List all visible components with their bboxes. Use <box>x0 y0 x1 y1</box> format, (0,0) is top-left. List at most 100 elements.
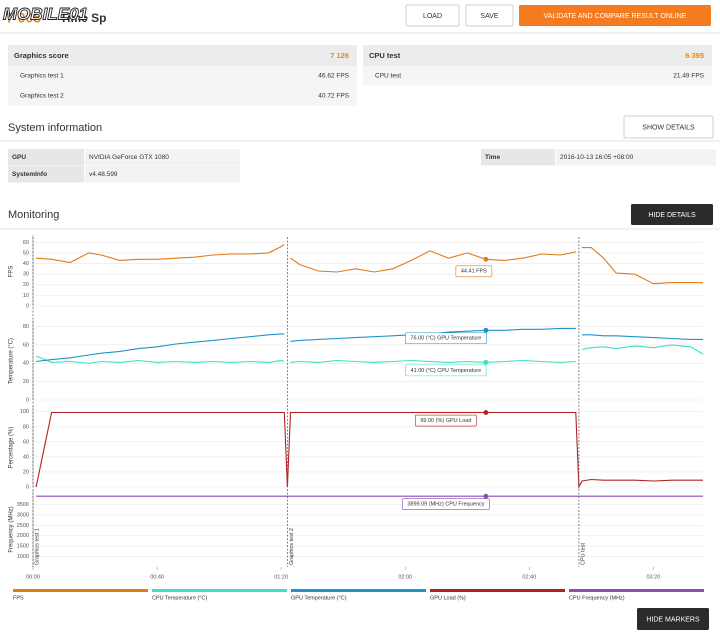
info-label: GPU <box>12 154 26 161</box>
header-score: 7 005 <box>6 10 41 26</box>
y-axis-label: FPS <box>9 266 15 278</box>
x-tick-label: 00:00 <box>26 574 40 580</box>
y-tick-label: 3500 <box>17 502 29 508</box>
button[interactable] <box>519 5 711 26</box>
y-tick-label: 20 <box>23 469 29 475</box>
button-label[interactable]: SAVE <box>480 13 498 20</box>
info-value: v4.48.599 <box>89 171 118 178</box>
button[interactable] <box>637 608 709 630</box>
series-line <box>35 411 703 490</box>
button-label[interactable]: VALIDATE AND COMPARE RESULT ONLINE <box>544 13 687 20</box>
x-tick-label: 02:00 <box>398 574 412 580</box>
button[interactable] <box>405 4 460 27</box>
test-label: Graphics test 2 <box>20 93 64 100</box>
tooltip-box <box>455 265 493 278</box>
info-value-cell <box>85 166 240 183</box>
info-label-cell <box>8 166 84 183</box>
info-label-cell <box>8 149 84 166</box>
series-line <box>35 344 704 364</box>
legend-swatch <box>13 589 148 592</box>
info-value: NVIDIA GeForce GTX 1080 <box>89 154 169 161</box>
button[interactable] <box>623 115 714 139</box>
score-label: Graphics score <box>14 51 69 60</box>
tooltip-text: 41.00 (°C) CPU Temperature <box>411 368 482 374</box>
tooltip-text: 99.00 (%) GPU Load <box>420 418 471 424</box>
button[interactable] <box>631 204 713 225</box>
button-label[interactable]: HIDE DETAILS <box>648 212 696 219</box>
legend-swatch <box>291 589 426 592</box>
legend-swatch <box>152 589 287 592</box>
series-line <box>36 243 703 285</box>
test-value: 40.72 FPS <box>318 93 349 100</box>
button-label[interactable]: LOAD <box>423 13 442 20</box>
score-header <box>363 45 712 66</box>
y-axis-label: Frequency (MHz) <box>9 506 15 552</box>
y-axis-label: Temperature (°C) <box>9 338 15 384</box>
test-label: CPU test <box>375 73 401 80</box>
info-label-cell <box>481 149 555 166</box>
y-tick-label: 60 <box>23 342 29 348</box>
y-tick-label: 40 <box>23 361 29 367</box>
section-title: System information <box>8 122 102 134</box>
score-value: 7 126 <box>330 51 349 60</box>
tooltip-text: 76.00 (°C) GPU Temperature <box>410 336 481 342</box>
legend-label: CPU Temperature (°C) <box>152 595 207 601</box>
legend-swatch <box>430 589 565 592</box>
legend-label: FPS <box>13 595 24 601</box>
legend-label: CPU Frequency (MHz) <box>569 595 625 601</box>
info-label: Time <box>485 154 500 161</box>
y-tick-label: 80 <box>23 424 29 430</box>
y-tick-label: 100 <box>20 409 29 415</box>
x-tick-label: 03:20 <box>646 574 660 580</box>
test-row <box>8 86 357 106</box>
info-label: SystemInfo <box>12 171 47 178</box>
y-tick-label: 0 <box>26 303 29 309</box>
y-tick-label: 20 <box>23 282 29 288</box>
marker-label: Graphics test 2 <box>289 528 295 565</box>
y-tick-label: 80 <box>23 324 29 330</box>
hover-dot <box>483 493 489 499</box>
hover-dot <box>483 359 489 365</box>
info-value-cell <box>85 149 240 166</box>
y-axis-label: Percentage (%) <box>9 427 15 469</box>
y-tick-label: 1000 <box>17 554 29 560</box>
y-tick-label: 40 <box>23 261 29 267</box>
info-value-cell <box>556 149 716 166</box>
button-label[interactable]: SHOW DETAILS <box>642 124 695 131</box>
tooltip-text: 44.41 FPS <box>461 269 487 275</box>
test-value: 21.49 FPS <box>673 73 704 80</box>
legend-swatch <box>569 589 704 592</box>
tooltip-text: 3899.09 (MHz) CPU Frequency <box>407 502 484 508</box>
x-tick-label: 02:40 <box>522 574 536 580</box>
y-tick-label: 1500 <box>17 544 29 550</box>
legend-label: GPU Load (%) <box>430 595 466 601</box>
y-tick-label: 50 <box>23 250 29 256</box>
y-tick-label: 20 <box>23 379 29 385</box>
y-tick-label: 2000 <box>17 533 29 539</box>
y-tick-label: 2500 <box>17 523 29 529</box>
y-tick-label: 0 <box>26 397 29 403</box>
y-tick-label: 3000 <box>17 512 29 518</box>
y-tick-label: 60 <box>23 240 29 246</box>
legend-label: GPU Temperature (°C) <box>291 595 347 601</box>
y-tick-label: 30 <box>23 272 29 278</box>
button-label[interactable]: HIDE MARKERS <box>646 616 700 623</box>
tooltip-box <box>415 414 477 427</box>
y-tick-label: 10 <box>23 293 29 299</box>
y-tick-label: 40 <box>23 454 29 460</box>
test-label: Graphics test 1 <box>20 73 64 80</box>
x-tick-label: 00:40 <box>150 574 164 580</box>
marker-label: CPU test <box>580 543 586 565</box>
tooltip-box <box>405 364 487 377</box>
hover-dot <box>483 256 489 262</box>
test-value: 46.62 FPS <box>318 73 349 80</box>
header-title: Time Sp <box>60 11 106 25</box>
hover-dot <box>483 410 489 415</box>
tooltip-box <box>405 332 487 345</box>
button[interactable] <box>465 4 514 27</box>
score-label: CPU test <box>369 51 401 60</box>
section-title: Monitoring <box>8 209 59 221</box>
info-value: 2016-10-13 16:05 +08:00 <box>560 154 634 161</box>
y-tick-label: 0 <box>26 484 29 490</box>
